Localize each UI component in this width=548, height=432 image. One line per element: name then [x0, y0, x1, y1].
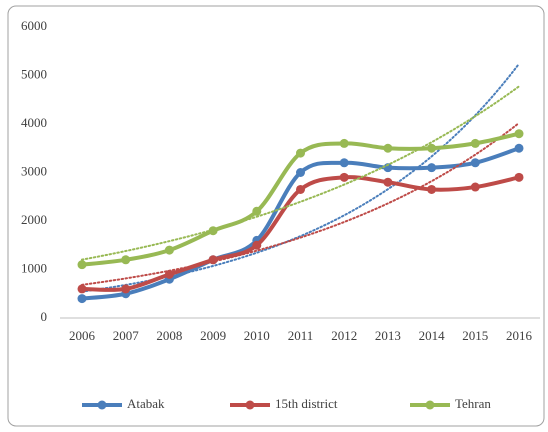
y-tick-label: 1000: [21, 260, 47, 275]
data-point: [514, 172, 524, 182]
x-tick-label: 2011: [288, 328, 314, 343]
data-point: [208, 226, 218, 236]
data-point: [470, 138, 480, 148]
x-tick-label: 2014: [419, 328, 446, 343]
data-point: [77, 260, 87, 270]
legend-marker: [245, 400, 255, 410]
data-point: [296, 148, 305, 158]
x-tick-label: 2013: [375, 328, 401, 343]
y-tick-label: 5000: [21, 66, 47, 81]
data-point: [339, 158, 349, 168]
data-point: [164, 245, 174, 255]
data-point: [121, 255, 131, 265]
data-point: [339, 172, 349, 182]
trendline: [81, 121, 520, 286]
data-point: [121, 284, 131, 294]
data-point: [470, 182, 480, 192]
legend-label: 15th district: [275, 396, 338, 411]
trendline: [81, 85, 520, 261]
y-tick-label: 4000: [21, 115, 47, 130]
y-tick-label: 6000: [21, 18, 47, 33]
data-point: [208, 255, 218, 265]
data-point: [383, 143, 393, 153]
legend-label: Tehran: [455, 396, 491, 411]
data-point: [77, 284, 87, 294]
data-point: [514, 143, 524, 153]
y-tick-label: 2000: [21, 212, 47, 227]
data-point: [514, 129, 524, 139]
data-point: [164, 269, 174, 279]
x-tick-label: 2015: [462, 328, 488, 343]
legend-marker: [97, 400, 107, 410]
data-point: [252, 206, 262, 216]
data-point: [427, 163, 437, 173]
data-point: [339, 138, 349, 148]
data-point: [252, 240, 262, 250]
x-tick-label: 2009: [200, 328, 226, 343]
data-point: [77, 294, 87, 304]
data-point: [470, 158, 480, 168]
y-tick-label: 0: [41, 309, 48, 324]
chart-border: [7, 5, 545, 427]
y-tick-label: 3000: [21, 163, 47, 178]
data-point: [383, 177, 393, 187]
x-tick-label: 2016: [506, 328, 533, 343]
legend-marker: [425, 400, 435, 410]
x-tick-label: 2008: [156, 328, 182, 343]
x-tick-label: 2010: [244, 328, 270, 343]
data-point: [383, 163, 393, 173]
data-point: [296, 168, 305, 177]
data-point: [296, 184, 305, 194]
data-point: [427, 143, 437, 153]
data-point: [427, 184, 437, 194]
legend-label: Atabak: [127, 396, 165, 411]
x-tick-label: 2006: [69, 328, 96, 343]
x-tick-label: 2012: [331, 328, 357, 343]
x-tick-label: 2007: [113, 328, 140, 343]
